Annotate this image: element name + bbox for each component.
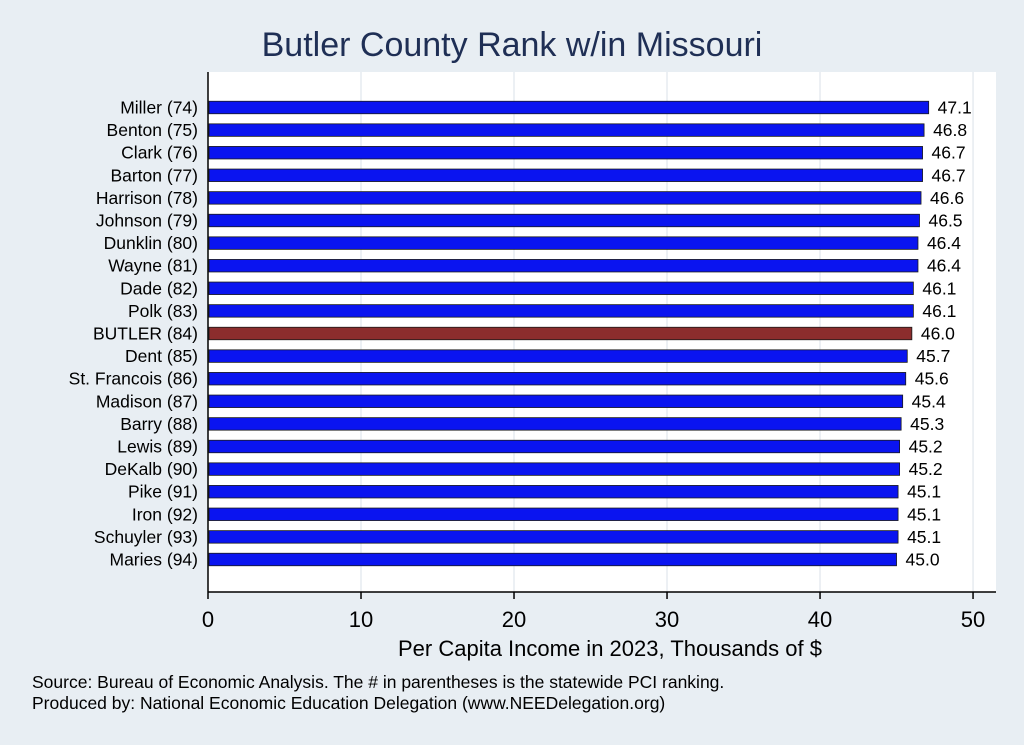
x-tick-label: 10: [349, 607, 373, 632]
value-label: 47.1: [938, 98, 972, 118]
bar: [208, 281, 914, 295]
value-label: 46.4: [927, 256, 961, 276]
category-label: Maries (94): [110, 550, 199, 570]
bar: [208, 552, 897, 567]
category-label: Miller (74): [120, 98, 198, 118]
value-label: 45.6: [915, 369, 949, 389]
bar: [208, 168, 923, 182]
value-label: 45.7: [916, 346, 950, 366]
produced-by-line: Produced by: National Economic Education…: [32, 693, 666, 713]
category-label: Clark (76): [121, 143, 198, 163]
bar: [208, 326, 913, 341]
value-label: 45.1: [907, 504, 941, 524]
value-label: 46.0: [921, 324, 955, 344]
x-axis-title: Per Capita Income in 2023, Thousands of …: [398, 636, 822, 661]
category-label: DeKalb (90): [105, 459, 198, 479]
value-label: 45.1: [907, 482, 941, 502]
value-label: 46.1: [922, 301, 956, 321]
x-tick-label: 30: [655, 607, 679, 632]
bar: [208, 485, 899, 499]
category-label: Polk (83): [128, 301, 198, 321]
source-line: Source: Bureau of Economic Analysis. The…: [32, 672, 725, 692]
bar: [208, 213, 920, 228]
chart-title: Butler County Rank w/in Missouri: [261, 26, 763, 64]
bar: [208, 146, 923, 160]
value-label: 45.4: [912, 391, 946, 411]
value-label: 46.5: [928, 211, 962, 231]
bar: [208, 123, 925, 137]
category-label: Harrison (78): [96, 188, 198, 208]
bar: [208, 394, 904, 408]
value-label: 45.1: [907, 527, 941, 547]
bar: [208, 530, 899, 544]
bar: [208, 507, 899, 521]
bar-chart: Miller (74) 47.1 Benton (75) 46.8 Clark (76)…: [69, 72, 996, 661]
bar: [208, 259, 919, 273]
value-label: 46.8: [933, 120, 967, 140]
bar: [208, 439, 901, 454]
bar: [208, 349, 908, 363]
category-label: Dade (82): [120, 278, 198, 298]
value-label: 45.3: [910, 414, 944, 434]
category-label: Iron (92): [132, 504, 198, 524]
category-label: BUTLER (84): [93, 324, 198, 344]
category-label: Madison (87): [96, 391, 198, 411]
value-label: 45.0: [906, 550, 940, 570]
category-label: Johnson (79): [96, 211, 198, 231]
value-label: 46.6: [930, 188, 964, 208]
value-label: 45.2: [909, 437, 943, 457]
bar: [208, 100, 930, 115]
bar: [208, 236, 919, 250]
category-label: St. Francois (86): [69, 369, 198, 389]
x-tick-label: 50: [961, 607, 985, 632]
x-tick-label: 0: [202, 607, 214, 632]
x-tick-label: 20: [502, 607, 526, 632]
category-label: Lewis (89): [117, 437, 198, 457]
category-label: Barry (88): [120, 414, 198, 434]
category-label: Dunklin (80): [104, 233, 198, 253]
x-tick-label: 40: [808, 607, 832, 632]
category-label: Pike (91): [128, 482, 198, 502]
category-label: Benton (75): [107, 120, 198, 140]
bar: [208, 304, 914, 318]
source-note: Source: Bureau of Economic Analysis. The…: [32, 672, 724, 714]
bar: [208, 372, 907, 386]
category-label: Dent (85): [125, 346, 198, 366]
value-label: 46.7: [932, 165, 966, 185]
bar: [208, 462, 901, 476]
category-label: Schuyler (93): [94, 527, 198, 547]
value-label: 45.2: [909, 459, 943, 479]
bar: [208, 417, 902, 431]
value-label: 46.7: [932, 143, 966, 163]
value-label: 46.4: [927, 233, 961, 253]
value-label: 46.1: [922, 278, 956, 298]
bar: [208, 191, 922, 205]
category-label: Wayne (81): [108, 256, 198, 276]
category-label: Barton (77): [110, 165, 198, 185]
